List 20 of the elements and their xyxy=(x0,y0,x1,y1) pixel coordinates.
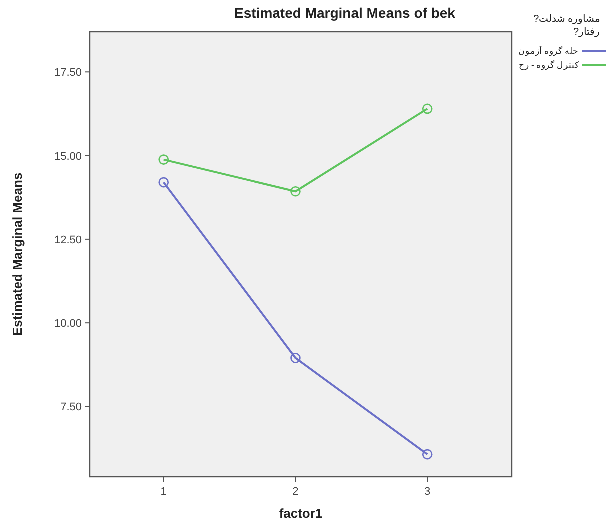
point xyxy=(158,154,169,165)
y-tick-label: 12.50 xyxy=(54,234,82,246)
x-tick-label: 1 xyxy=(160,486,167,498)
point xyxy=(158,177,169,188)
y-tick-label: 17.50 xyxy=(54,67,82,80)
x-tick-label: 2 xyxy=(292,486,299,498)
x-axis-title: factor1 xyxy=(279,506,323,521)
legend-label: کنترل گروه - رح xyxy=(519,59,580,71)
point xyxy=(290,353,301,364)
y-tick-label: 10.00 xyxy=(54,318,82,330)
y-axis-title: Estimated Marginal Means xyxy=(10,172,25,336)
y-tick-label: 15.00 xyxy=(54,150,82,163)
point xyxy=(290,186,301,197)
x-tick-label: 3 xyxy=(424,486,431,498)
point xyxy=(422,104,433,114)
legend-title: مشاوره شدلت? رفتار? xyxy=(534,14,600,38)
y-tick-label: 7.50 xyxy=(60,402,82,414)
chart-title: Estimated Marginal Means of bek xyxy=(234,5,456,21)
legend-label: حله گروه آزمون xyxy=(518,45,579,57)
point xyxy=(422,449,433,460)
